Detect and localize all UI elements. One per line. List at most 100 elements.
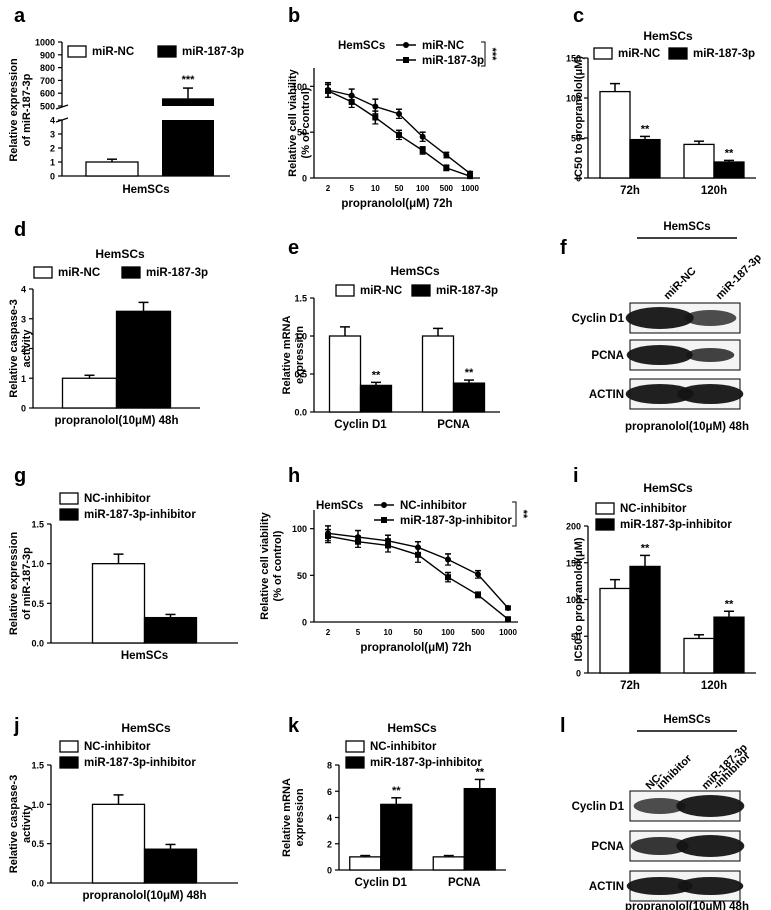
h-legend-label-2: miR-187-3p-inhibitor bbox=[400, 515, 512, 527]
f-band-PCNA bbox=[626, 345, 693, 365]
i-bar-NC-inhibitor-72h bbox=[599, 587, 631, 674]
b-legend-marker-2 bbox=[403, 57, 409, 63]
d-x-label: propranolol(10μM) 48h bbox=[55, 415, 179, 427]
h-x-tick-label: 2 bbox=[326, 628, 331, 637]
l-band-ACTIN bbox=[677, 877, 744, 895]
h-point-miR-187-3p-inhibitor bbox=[415, 551, 421, 558]
h-x-tick-label: 50 bbox=[414, 628, 423, 637]
d-title: HemSCs bbox=[95, 247, 145, 261]
panel-label-i: i bbox=[573, 465, 579, 487]
c-legend-label-1: miR-NC bbox=[618, 48, 660, 60]
b-point-miR-187-3p bbox=[396, 131, 402, 138]
f-row-label: Cyclin D1 bbox=[572, 313, 625, 325]
b-legend-label-1: miR-NC bbox=[422, 40, 464, 52]
k-x-tick-label: PCNA bbox=[448, 877, 481, 889]
j-bar-NC-inhibitor-propranolol(10μM) 48h bbox=[91, 803, 146, 884]
h-y-tick-label: 100 bbox=[292, 524, 307, 534]
b-y-label: (% of control) bbox=[300, 87, 312, 158]
b-point-miR-187-3p bbox=[419, 147, 426, 154]
panel-label-c: c bbox=[573, 5, 584, 27]
h-x-tick-label: 1000 bbox=[499, 628, 517, 637]
g-legend-swatch-2 bbox=[59, 508, 79, 521]
h-point-miR-187-3p-inhibitor bbox=[445, 574, 451, 581]
c-legend-swatch-1 bbox=[593, 47, 613, 60]
g-y-tick-label: 0.5 bbox=[31, 599, 44, 609]
g-y-tick-label: 0.0 bbox=[31, 639, 44, 649]
f-lane-label: miR-NC bbox=[662, 265, 699, 302]
h-legend-marker-2 bbox=[381, 517, 387, 523]
i-x-tick-label: 72h bbox=[620, 680, 640, 692]
a-y-tick-label: 1 bbox=[50, 158, 55, 168]
c-x-tick-label: 120h bbox=[701, 185, 727, 197]
h-x-tick-label: 10 bbox=[384, 628, 393, 637]
panel-label-f: f bbox=[560, 237, 567, 259]
panel-label-b: b bbox=[288, 5, 300, 27]
g-y-label: Relative expression bbox=[8, 532, 20, 636]
g-legend-swatch-1 bbox=[59, 492, 79, 505]
c-significance: ** bbox=[725, 147, 734, 159]
b-title: HemSCs bbox=[338, 40, 385, 52]
i-y-tick-label: 100 bbox=[566, 595, 581, 605]
k-bar-NC-inhibitor-Cyclin D1 bbox=[349, 856, 382, 871]
e-x-tick-label: Cyclin D1 bbox=[334, 419, 387, 431]
e-legend-label-2: miR-187-3p bbox=[436, 285, 498, 297]
k-bar-miR-187-3p-inhibitor-PCNA bbox=[463, 787, 496, 871]
h-significance: ** bbox=[517, 510, 529, 519]
h-x-tick-label: 500 bbox=[471, 628, 485, 637]
c-bar-miR-NC-72h bbox=[599, 90, 631, 179]
a-legend-label-2: miR-187-3p bbox=[182, 46, 244, 58]
e-y-tick-label: 0.5 bbox=[294, 370, 307, 380]
a-y-tick-label: 900 bbox=[40, 50, 55, 60]
k-significance: ** bbox=[392, 785, 401, 797]
l-band-PCNA bbox=[676, 835, 745, 857]
a-y-tick-label: 600 bbox=[40, 89, 55, 99]
d-legend-swatch-2 bbox=[121, 266, 141, 279]
l-lane-label: inhibitor bbox=[655, 752, 695, 792]
b-point-miR-NC bbox=[443, 152, 450, 159]
a-y-tick-label: 4 bbox=[50, 116, 55, 126]
e-legend-label-1: miR-NC bbox=[360, 285, 402, 297]
k-significance: ** bbox=[475, 766, 484, 778]
l-band-Cyclin D1 bbox=[676, 795, 745, 817]
panel-label-e: e bbox=[288, 237, 299, 259]
h-title: HemSCs bbox=[316, 500, 363, 512]
i-bar-miR-187-3p-inhibitor-120h bbox=[713, 616, 745, 674]
a-y-label: of miR-187-3p bbox=[21, 73, 33, 146]
e-y-label: Relative mRNA bbox=[281, 316, 293, 395]
a-x-tick-label: HemSCs bbox=[122, 184, 169, 196]
b-point-miR-187-3p bbox=[467, 173, 473, 180]
h-significance-bracket bbox=[512, 501, 517, 527]
b-legend-marker-1 bbox=[403, 42, 409, 48]
k-y-tick-label: 4 bbox=[327, 813, 332, 823]
b-point-miR-187-3p bbox=[372, 114, 379, 121]
c-legend-label-2: miR-187-3p bbox=[693, 48, 755, 60]
b-y-tick-label: 100 bbox=[292, 82, 307, 92]
panel-label-a: a bbox=[14, 5, 26, 27]
a-bar-miR-187-3p-upper bbox=[162, 98, 214, 106]
i-bar-miR-187-3p-inhibitor-72h bbox=[629, 565, 661, 674]
l-row-label: Cyclin D1 bbox=[572, 801, 625, 813]
f-caption: propranolol(10μM) 48h bbox=[625, 421, 749, 433]
b-point-miR-NC bbox=[372, 103, 379, 110]
f-band-Cyclin D1 bbox=[684, 310, 737, 326]
d-bar-miR-187-3p-propranolol(10μM) 48h bbox=[115, 310, 172, 409]
h-point-NC-inhibitor bbox=[445, 556, 451, 563]
g-legend-label-2: miR-187-3p-inhibitor bbox=[84, 509, 196, 521]
j-legend-swatch-2 bbox=[59, 756, 79, 769]
i-legend-swatch-1 bbox=[595, 502, 615, 515]
e-y-tick-label: 1.5 bbox=[294, 294, 307, 304]
k-y-label: Relative mRNA bbox=[281, 778, 293, 857]
g-legend-label-1: NC-inhibitor bbox=[84, 493, 151, 505]
e-legend-swatch-1 bbox=[335, 284, 355, 297]
c-y-tick-label: 50 bbox=[571, 134, 581, 144]
k-legend-swatch-2 bbox=[345, 756, 365, 769]
j-x-label: propranolol(10μM) 48h bbox=[83, 890, 207, 902]
b-x-tick-label: 100 bbox=[416, 184, 430, 193]
a-significance: *** bbox=[182, 74, 196, 86]
f-lane-label: miR-187-3p bbox=[714, 252, 765, 303]
a-y-tick-label: 700 bbox=[40, 76, 55, 86]
c-legend-swatch-2 bbox=[668, 47, 688, 60]
e-bar-miR-NC-Cyclin D1 bbox=[328, 335, 362, 413]
f-row-label: PCNA bbox=[591, 350, 624, 362]
